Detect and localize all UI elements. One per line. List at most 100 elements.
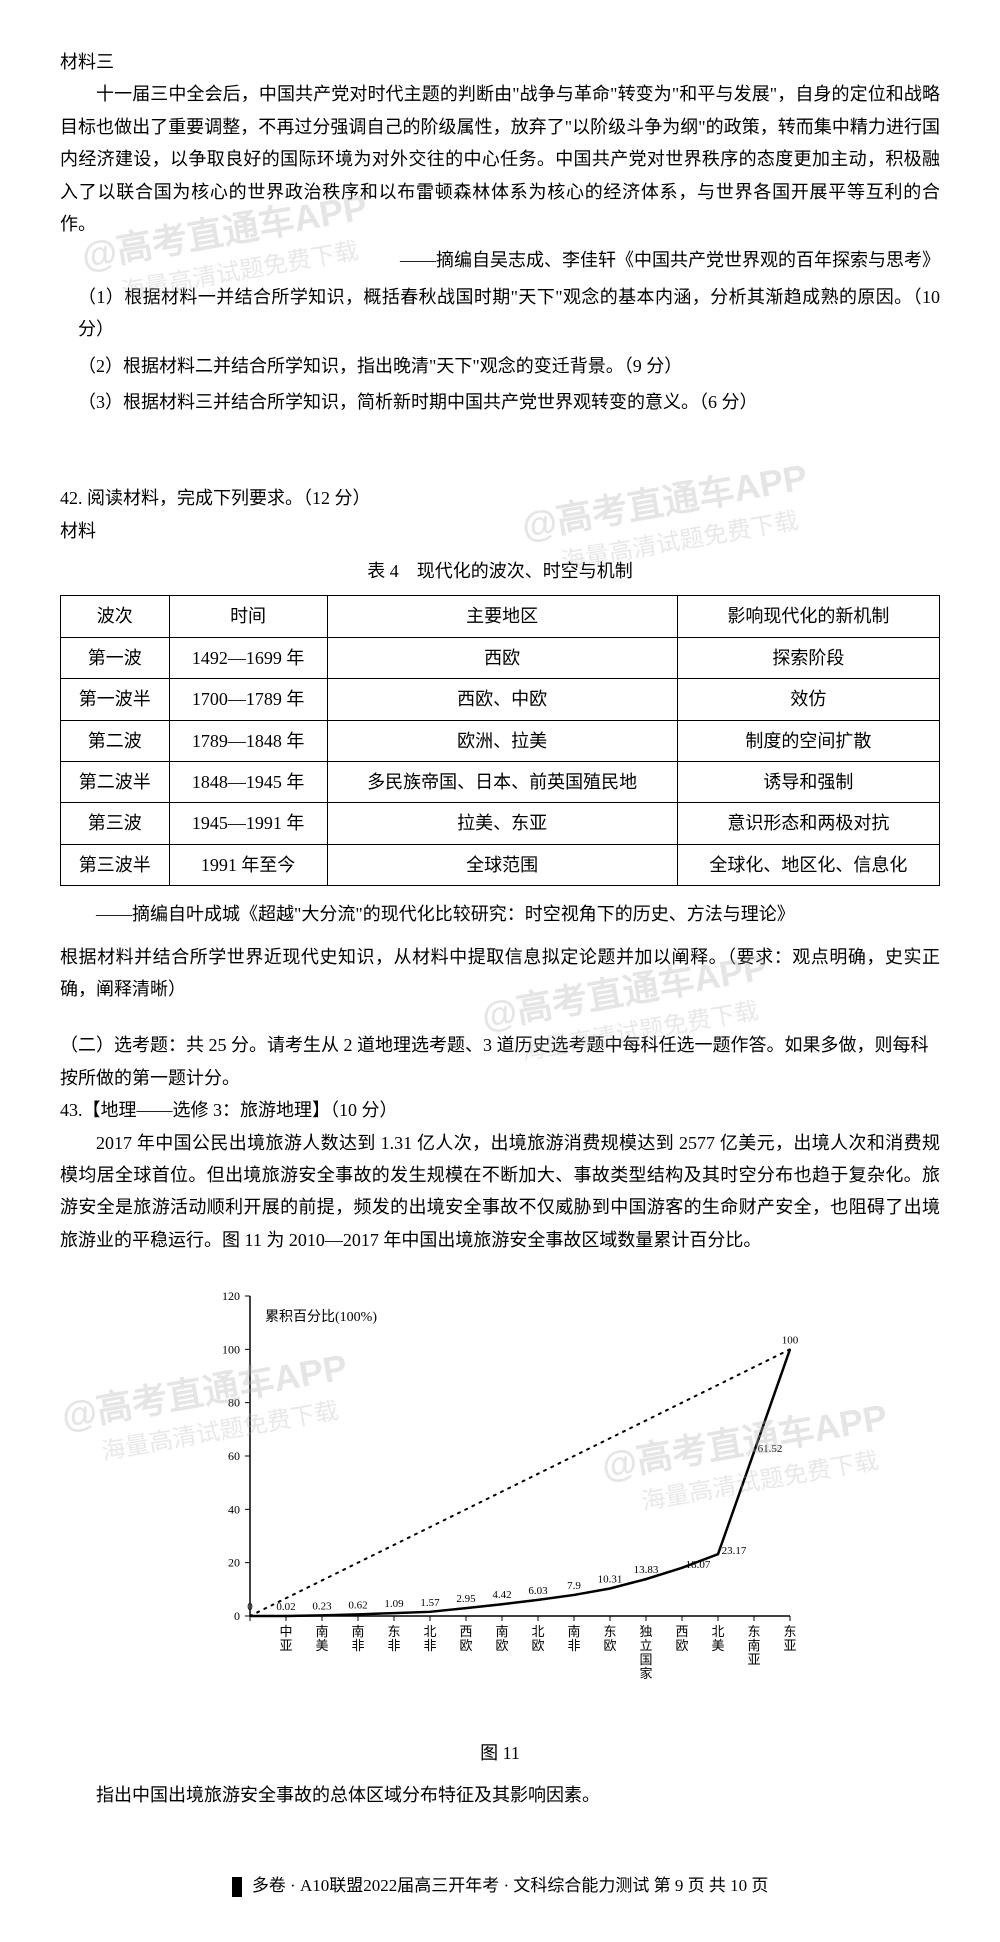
table-cell: 探索阶段: [677, 637, 939, 678]
svg-text:中: 中: [279, 1624, 292, 1639]
q43-final-question: 指出中国出境旅游安全事故的总体区域分布特征及其影响因素。: [60, 1779, 940, 1811]
table-cell: 制度的空间扩散: [677, 720, 939, 761]
table-cell: 第二波: [61, 720, 170, 761]
chart-caption: 图 11: [60, 1737, 940, 1769]
svg-text:40: 40: [228, 1502, 240, 1516]
svg-text:0.02: 0.02: [276, 1601, 295, 1613]
table-row: 第二波1789—1848 年欧洲、拉美制度的空间扩散: [61, 720, 940, 761]
section2-heading: （二）选考题：共 25 分。请考生从 2 道地理选考题、3 道历史选考题中每科任…: [60, 1029, 940, 1094]
svg-text:20: 20: [228, 1556, 240, 1570]
q41-3: （3）根据材料三并结合所学知识，简析新时期中国共产党世界观转变的意义。（6 分）: [78, 386, 940, 418]
svg-text:非: 非: [567, 1638, 580, 1653]
footer-text: 多卷 · A10联盟2022届高三开年考 · 文科综合能力测试 第 9 页 共 …: [252, 1876, 769, 1895]
svg-text:南: 南: [747, 1638, 760, 1653]
svg-text:0.23: 0.23: [312, 1600, 332, 1612]
svg-text:2.95: 2.95: [456, 1593, 476, 1605]
svg-text:欧: 欧: [459, 1638, 472, 1653]
svg-text:60: 60: [228, 1449, 240, 1463]
svg-text:13.83: 13.83: [634, 1564, 659, 1576]
q41-2: （2）根据材料二并结合所学知识，指出晚清"天下"观念的变迁背景。（9 分）: [78, 350, 940, 382]
q42-heading: 42. 阅读材料，完成下列要求。（12 分）: [60, 482, 940, 514]
svg-text:南: 南: [351, 1624, 364, 1639]
material3-heading: 材料三: [60, 46, 940, 78]
table-cell: 意识形态和两极对抗: [677, 803, 939, 844]
svg-text:1.09: 1.09: [384, 1598, 404, 1610]
table-row: 第一波半1700—1789 年西欧、中欧效仿: [61, 679, 940, 720]
table-cell: 欧洲、拉美: [327, 720, 677, 761]
svg-text:南: 南: [567, 1624, 580, 1639]
svg-text:100: 100: [782, 1334, 799, 1346]
table-header-row: 波次 时间 主要地区 影响现代化的新机制: [61, 596, 940, 637]
svg-text:1.57: 1.57: [420, 1597, 440, 1609]
svg-text:亚: 亚: [279, 1638, 292, 1653]
svg-text:国: 国: [639, 1652, 652, 1667]
svg-text:10.31: 10.31: [598, 1574, 623, 1586]
table-cell: 1991 年至今: [169, 844, 327, 885]
svg-text:美: 美: [315, 1638, 328, 1653]
table-row: 第三波半1991 年至今全球范围全球化、地区化、信息化: [61, 844, 940, 885]
svg-text:100: 100: [222, 1342, 240, 1356]
svg-text:欧: 欧: [531, 1638, 544, 1653]
svg-text:独: 独: [639, 1624, 652, 1639]
svg-text:亚: 亚: [783, 1638, 796, 1653]
table-cell: 第三波: [61, 803, 170, 844]
svg-text:南: 南: [495, 1624, 508, 1639]
svg-text:西: 西: [459, 1624, 472, 1639]
q42-subheading: 材料: [60, 515, 940, 547]
table-cell: 效仿: [677, 679, 939, 720]
svg-text:120: 120: [222, 1289, 240, 1303]
svg-text:累积百分比(100%): 累积百分比(100%): [265, 1309, 377, 1325]
table-cell: 全球范围: [327, 844, 677, 885]
svg-text:东: 东: [387, 1624, 400, 1639]
svg-text:欧: 欧: [603, 1638, 616, 1653]
table-cell: 第一波半: [61, 679, 170, 720]
svg-text:7.9: 7.9: [567, 1580, 581, 1592]
svg-text:北: 北: [423, 1624, 436, 1639]
table4: 波次 时间 主要地区 影响现代化的新机制 第一波1492—1699 年西欧探索阶…: [60, 595, 940, 886]
th-mechanism: 影响现代化的新机制: [677, 596, 939, 637]
table-cell: 1789—1848 年: [169, 720, 327, 761]
svg-text:80: 80: [228, 1396, 240, 1410]
table-row: 第三波1945—1991 年拉美、东亚意识形态和两极对抗: [61, 803, 940, 844]
table-cell: 多民族帝国、日本、前英国殖民地: [327, 762, 677, 803]
svg-text:美: 美: [711, 1638, 724, 1653]
svg-text:0: 0: [234, 1609, 240, 1623]
svg-text:0: 0: [247, 1601, 253, 1613]
th-region: 主要地区: [327, 596, 677, 637]
q43-paragraph: 2017 年中国公民出境旅游人数达到 1.31 亿人次，出境旅游消费规模达到 2…: [60, 1127, 940, 1257]
table-cell: 拉美、东亚: [327, 803, 677, 844]
th-time: 时间: [169, 596, 327, 637]
svg-text:4.42: 4.42: [492, 1589, 511, 1601]
q42-instruction: 根据材料并结合所学世界近现代史知识，从材料中提取信息拟定论题并加以阐释。（要求：…: [60, 941, 940, 1006]
svg-text:西: 西: [675, 1624, 688, 1639]
table-cell: 1945—1991 年: [169, 803, 327, 844]
table-cell: 西欧: [327, 637, 677, 678]
q41-1: （1）根据材料一并结合所学知识，概括春秋战国时期"天下"观念的基本内涵，分析其渐…: [78, 281, 940, 346]
table-cell: 全球化、地区化、信息化: [677, 844, 939, 885]
table-cell: 1492—1699 年: [169, 637, 327, 678]
svg-text:东: 东: [783, 1624, 796, 1639]
svg-text:非: 非: [351, 1638, 364, 1653]
table-cell: 西欧、中欧: [327, 679, 677, 720]
q42-source: ——摘编自叶成城《超越"大分流"的现代化比较研究：时空视角下的历史、方法与理论》: [60, 898, 940, 930]
svg-text:东: 东: [603, 1624, 616, 1639]
svg-text:家: 家: [639, 1666, 652, 1681]
table-cell: 1700—1789 年: [169, 679, 327, 720]
svg-text:东: 东: [747, 1624, 760, 1639]
table-row: 第二波半1848—1945 年多民族帝国、日本、前英国殖民地诱导和强制: [61, 762, 940, 803]
chart-svg: 020406080100120累积百分比(100%)00.020.230.621…: [190, 1276, 810, 1716]
svg-text:欧: 欧: [495, 1638, 508, 1653]
svg-text:北: 北: [531, 1624, 544, 1639]
table4-title: 表 4 现代化的波次、时空与机制: [60, 555, 940, 587]
material3-source: ——摘编自吴志成、李佳轩《中国共产党世界观的百年探索与思考》: [60, 244, 940, 276]
table-cell: 第三波半: [61, 844, 170, 885]
material3-paragraph: 十一届三中全会后，中国共产党对时代主题的判断由"战争与革命"转变为"和平与发展"…: [60, 78, 940, 240]
svg-text:61.52: 61.52: [758, 1443, 783, 1455]
svg-text:非: 非: [387, 1638, 400, 1653]
svg-text:北: 北: [711, 1624, 724, 1639]
svg-text:23.17: 23.17: [722, 1545, 747, 1557]
table-cell: 1848—1945 年: [169, 762, 327, 803]
page-footer: 多卷 · A10联盟2022届高三开年考 · 文科综合能力测试 第 9 页 共 …: [60, 1871, 940, 1902]
svg-text:非: 非: [423, 1638, 436, 1653]
table-cell: 第一波: [61, 637, 170, 678]
